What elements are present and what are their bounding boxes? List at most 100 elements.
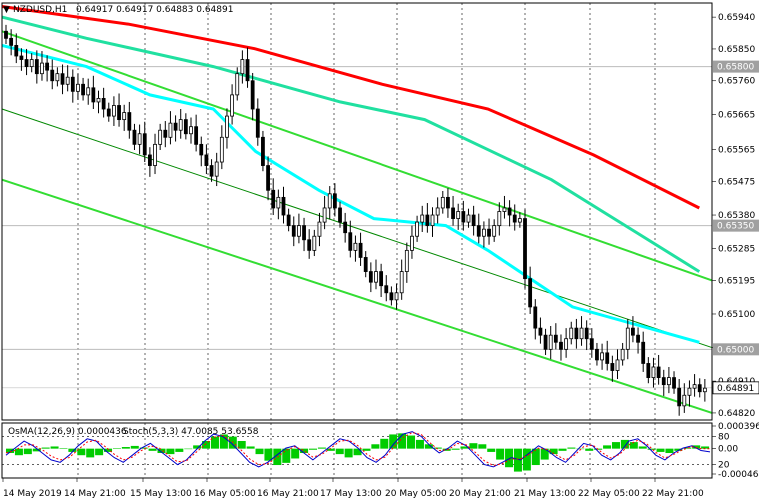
oscillator-axis-label: 0.00 — [718, 445, 738, 455]
osma-bar — [674, 448, 683, 451]
level-price-tag — [713, 219, 759, 232]
osma-bar — [611, 442, 620, 449]
candle-body — [584, 327, 589, 340]
osma-bar — [567, 447, 576, 449]
osma-bar — [326, 448, 335, 451]
candle-body — [50, 69, 55, 82]
candle-body — [502, 207, 507, 212]
osma-bar — [442, 448, 451, 451]
candle-body — [512, 214, 517, 223]
osma-bar — [522, 448, 531, 471]
candle-body — [446, 196, 450, 209]
candle-body — [240, 59, 245, 75]
header-arrow-icon: ▼ — [3, 5, 10, 15]
candle-body — [343, 221, 348, 234]
osma-bar — [371, 444, 380, 449]
candle-body — [173, 122, 178, 131]
candle-body — [661, 377, 666, 386]
oscillator-panel — [2, 431, 712, 472]
candle-body — [60, 73, 65, 85]
osma-bar — [104, 448, 113, 452]
osma-bar — [282, 448, 291, 463]
candle-body — [574, 327, 579, 340]
price-axis-label: 0.65850 — [718, 45, 755, 55]
osma-bar — [531, 448, 540, 466]
osma-bar — [558, 448, 567, 451]
osma-bar — [59, 448, 68, 449]
candle-body — [528, 278, 533, 308]
osma-bar — [184, 448, 193, 450]
candle-body — [466, 214, 471, 223]
candle-body — [430, 214, 435, 227]
candle-body — [266, 165, 270, 191]
price-axis-label: 0.65665 — [718, 110, 755, 120]
candle-body — [199, 143, 204, 156]
price-axis-label: 0.65285 — [718, 245, 755, 255]
candle-body — [615, 359, 620, 371]
candle-body — [692, 384, 697, 389]
level-price-tag-label: 0.65350 — [717, 222, 754, 232]
level-price-tag — [713, 343, 759, 356]
candle-body — [70, 76, 75, 92]
candle-body — [81, 83, 85, 96]
osma-bar — [496, 448, 505, 460]
candle-body — [101, 98, 106, 110]
osma-bar — [95, 448, 104, 456]
candle-body — [235, 73, 240, 96]
osma-bar — [317, 447, 326, 449]
osma-bar — [424, 444, 433, 449]
osma-bar — [86, 448, 95, 458]
osma-bar — [32, 448, 41, 452]
candle-body — [666, 377, 671, 386]
price-axis-label: 0.65565 — [718, 146, 755, 156]
candle-body — [476, 225, 481, 237]
osma-bar — [549, 448, 558, 455]
candle-body — [543, 334, 548, 350]
candlestick-series — [4, 24, 707, 416]
candle-body — [312, 235, 317, 251]
candle-body — [538, 327, 543, 336]
osma-bar — [68, 448, 77, 452]
osma-bar — [407, 435, 416, 449]
osma-bar — [202, 440, 211, 449]
candle-body — [317, 221, 322, 237]
candle-body — [374, 271, 378, 283]
osma-bar — [193, 445, 202, 449]
candle-body — [117, 105, 121, 121]
current-price-tag — [712, 381, 759, 395]
candle-body — [656, 366, 661, 378]
osma-bar — [415, 439, 424, 449]
price-axis-label: 0.65380 — [718, 211, 755, 221]
candle-body — [153, 143, 157, 166]
osma-bar — [647, 448, 656, 450]
candle-body — [384, 285, 389, 294]
candle-body — [379, 271, 384, 287]
candle-body — [620, 348, 625, 361]
candle-body — [569, 327, 574, 340]
candle-body — [651, 366, 656, 378]
candle-body — [230, 94, 235, 117]
osma-bar — [219, 434, 228, 449]
candle-body — [209, 165, 214, 177]
candle-body — [178, 119, 183, 131]
candle-body — [610, 363, 615, 371]
osma-bar — [701, 446, 710, 449]
osma-bar — [148, 448, 157, 451]
candle-body — [625, 327, 630, 350]
candle-body — [461, 211, 466, 223]
time-axis-label: 16 May 21:00 — [257, 489, 319, 499]
candle-body — [34, 59, 39, 75]
osma-bar — [308, 448, 318, 450]
osma-bar — [513, 448, 522, 472]
candle-body — [142, 133, 147, 156]
candle-body — [548, 334, 553, 350]
candle-body — [225, 115, 229, 138]
candle-body — [132, 129, 137, 145]
candle-body — [481, 228, 486, 237]
candle-body — [4, 30, 8, 39]
candle-body — [394, 292, 399, 301]
candle-body — [435, 207, 440, 216]
osma-bar — [175, 448, 184, 452]
candle-body — [589, 338, 594, 350]
candle-body — [40, 62, 44, 75]
